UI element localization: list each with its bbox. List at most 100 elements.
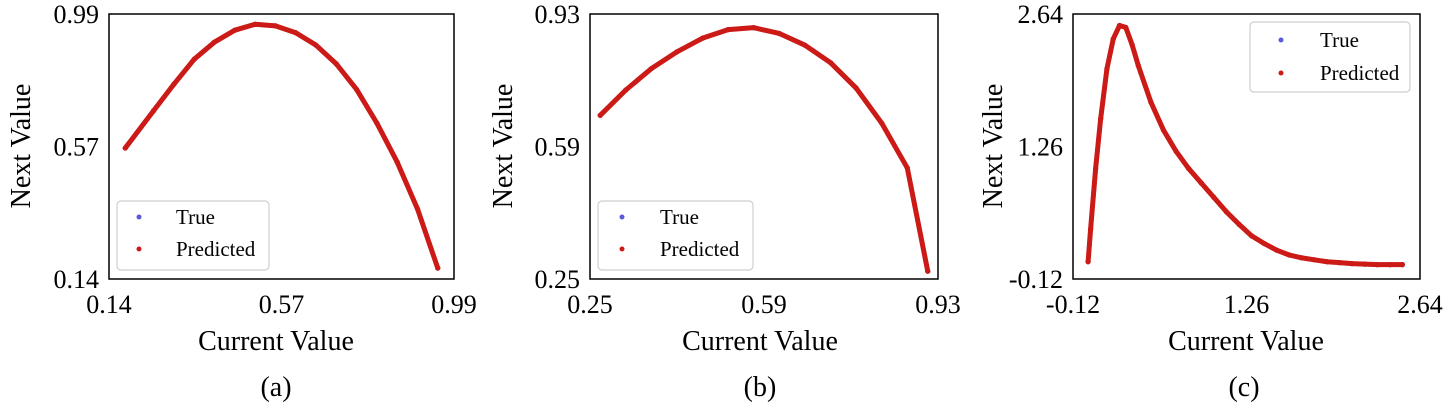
x-tick-label: 0.59: [741, 290, 787, 319]
series-predicted-curve: [597, 25, 931, 274]
series-predicted-point: [1374, 262, 1380, 268]
legend-label-true: True: [176, 205, 215, 229]
x-ticks: 0.14 0.57 0.99: [86, 290, 477, 319]
series-predicted-point: [853, 85, 859, 91]
legend: True Predicted: [1249, 21, 1411, 93]
y-tick-label: 1.26: [1018, 133, 1064, 162]
series-predicted-point: [272, 23, 279, 29]
legend-marker-predicted: [1278, 70, 1284, 76]
legend-box: [1249, 21, 1411, 93]
series-predicted-point: [1311, 257, 1317, 263]
series-predicted-point: [1129, 42, 1135, 48]
series-predicted-point: [1148, 99, 1154, 105]
series-predicted-point: [1223, 209, 1229, 215]
y-tick-label: -0.12: [1009, 265, 1063, 294]
series-predicted-point: [725, 26, 731, 33]
x-axis-label: Current Value: [198, 326, 354, 357]
legend-marker-predicted: [136, 246, 142, 252]
series-predicted-point: [802, 42, 808, 48]
panel-caption: (a): [260, 372, 291, 403]
series-predicted-point: [1324, 259, 1330, 265]
panel-caption: (c): [1228, 372, 1259, 403]
plot-area: [1085, 22, 1405, 268]
series-predicted-point: [1088, 226, 1094, 232]
legend-marker-predicted: [619, 246, 625, 252]
legend-marker-true: [619, 214, 625, 220]
series-predicted-point: [1336, 260, 1343, 266]
legend-box: [597, 200, 754, 271]
x-ticks: -0.12 1.26 2.64: [1046, 290, 1443, 319]
series-predicted-point: [1211, 194, 1217, 200]
plot-area: [597, 25, 931, 274]
y-ticks: 0.25 0.59 0.93: [535, 0, 581, 294]
x-tick-label: 0.57: [259, 290, 305, 319]
series-predicted-point: [293, 30, 299, 36]
series-predicted-point: [1160, 127, 1167, 133]
series-predicted-point: [1248, 233, 1255, 239]
x-tick-label: 0.93: [915, 290, 961, 319]
series-predicted-point: [414, 206, 421, 212]
series-predicted-point: [151, 108, 157, 114]
y-axis-label: Next Value: [488, 84, 519, 209]
series-predicted-point: [1236, 221, 1242, 227]
series-predicted-point: [1286, 252, 1292, 258]
y-tick-label: 0.59: [535, 133, 581, 162]
legend-label-true: True: [660, 205, 699, 229]
x-tick-label: 0.14: [86, 290, 132, 319]
x-axis-label: Current Value: [1168, 326, 1324, 357]
series-predicted-point: [623, 87, 629, 93]
panel-a: 0.14 0.57 0.99 0.14 0.57 0.99 Current Va…: [6, 0, 477, 403]
y-axis-label: Next Value: [6, 84, 37, 209]
plot-frame: [1072, 13, 1421, 280]
series-predicted-point: [252, 21, 258, 27]
series-predicted-point: [1123, 24, 1129, 31]
series-predicted-point: [333, 61, 339, 67]
series-predicted-point: [1349, 261, 1355, 267]
y-tick-label: 0.25: [535, 265, 581, 294]
series-predicted-point: [313, 42, 319, 48]
series-predicted-point: [1274, 247, 1280, 253]
panel-b: 0.25 0.59 0.93 0.25 0.59 0.93 Current Va…: [488, 0, 961, 403]
series-predicted-point: [1399, 262, 1405, 268]
legend-box: [116, 200, 270, 271]
y-ticks: -0.12 1.26 2.64: [1009, 0, 1063, 294]
series-predicted-point: [1173, 148, 1179, 154]
series-predicted-point: [699, 35, 706, 41]
y-ticks: 0.14 0.57 0.99: [54, 0, 100, 294]
x-tick-label: 2.64: [1397, 290, 1443, 319]
series-predicted-point: [1299, 255, 1305, 261]
series-predicted-point: [1110, 36, 1116, 42]
series-predicted-point: [1261, 240, 1267, 247]
series-predicted-point: [1093, 165, 1099, 172]
series-predicted-point: [1116, 22, 1123, 29]
series-predicted-point: [904, 165, 910, 171]
x-tick-label: 0.99: [431, 290, 477, 319]
legend: True Predicted: [116, 200, 270, 271]
series-predicted-point: [122, 145, 128, 151]
legend-label-predicted: Predicted: [176, 237, 256, 261]
series-predicted-point: [171, 81, 177, 87]
series-predicted-point: [1387, 262, 1393, 268]
y-axis-label: Next Value: [978, 84, 1009, 209]
x-axis-label: Current Value: [682, 326, 838, 357]
series-predicted-point: [435, 265, 441, 271]
x-tick-label: 0.25: [567, 290, 613, 319]
y-tick-label: 0.14: [54, 265, 100, 294]
x-tick-label: 1.26: [1224, 290, 1270, 319]
series-predicted-point: [776, 30, 782, 37]
y-tick-label: 0.93: [535, 0, 581, 29]
legend-marker-true: [136, 214, 142, 220]
series-predicted-point: [191, 56, 197, 62]
plot-frame: [589, 13, 939, 280]
series-predicted-point: [879, 120, 885, 126]
series-predicted-point: [353, 86, 360, 93]
y-tick-label: 2.64: [1018, 0, 1064, 29]
plot-frame: [108, 13, 455, 280]
series-predicted-point: [674, 49, 680, 55]
series-predicted-point: [394, 159, 400, 165]
legend-marker-true: [1278, 37, 1284, 43]
series-predicted-point: [1104, 66, 1110, 72]
series-predicted-point: [648, 65, 655, 72]
series-predicted-curve: [122, 21, 441, 271]
series-predicted-point: [232, 27, 238, 33]
